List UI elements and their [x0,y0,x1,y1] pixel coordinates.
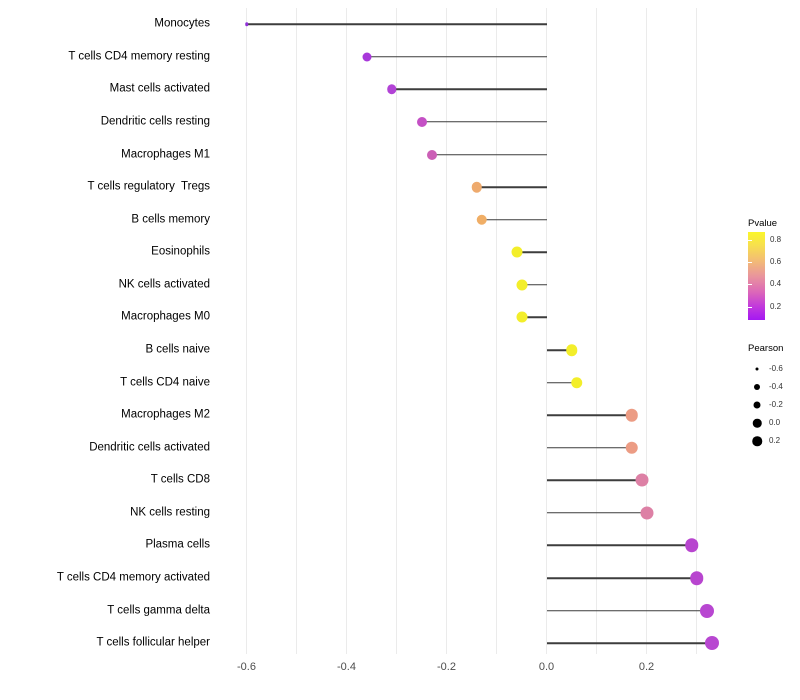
gridline [396,8,397,654]
category-label: B cells memory [131,212,210,225]
category-label: T cells regulatory Tregs [87,180,210,193]
lollipop-dot [640,506,653,520]
colorbar-tick [748,306,752,308]
lollipop-dot [511,246,522,258]
category-label: T cells CD4 naive [120,375,210,388]
lollipop-stem [421,121,547,123]
gridline [596,8,597,654]
pvalue-legend-title: Pvalue [748,218,778,229]
x-tick-label: 0.0 [538,661,555,673]
category-label: Mast cells activated [109,82,210,95]
lollipop-dot [699,603,714,618]
lollipop-dot [516,279,527,291]
gridline [346,8,347,654]
gridline [496,8,497,654]
pearson-legend-dot [754,384,760,390]
lollipop-stem [546,479,642,482]
pearson-legend-dot [755,367,759,371]
lollipop-stem [546,609,707,612]
colorbar-tick [748,262,752,264]
lollipop-stem [481,218,547,221]
lollipop-dot [471,181,482,193]
pearson-legend-label: -0.6 [769,364,783,373]
category-label: B cells naive [145,343,210,356]
gridline [246,8,247,654]
lollipop-stem [546,544,692,547]
lollipop-stem [521,316,547,319]
lollipop-stem [546,512,647,514]
category-label: T cells CD8 [150,473,210,486]
x-tick-label: -0.2 [437,661,456,673]
lollipop-dot [516,311,527,323]
gridline [696,8,697,654]
lollipop-stem [366,56,547,58]
lollipop-stem [246,23,547,25]
gridline [296,8,297,654]
category-label: Monocytes [154,17,210,30]
lollipop-stem [546,414,632,416]
lollipop-stem [516,251,547,253]
colorbar-tick-label: 0.6 [770,257,782,267]
lollipop-dot [684,538,699,553]
gridline [446,8,447,654]
lollipop-dot [244,22,249,26]
pearson-legend-dot [752,418,762,428]
pvalue-colorbar [748,232,765,320]
category-label: T cells gamma delta [107,603,210,616]
x-tick-label: -0.6 [237,661,256,673]
lollipop-dot [570,376,583,389]
lollipop-stem [546,577,697,579]
colorbar-tick [748,239,752,241]
lollipop-stem [431,153,547,156]
pearson-legend-label: -0.2 [769,400,783,409]
lollipop-dot [476,214,487,225]
pearson-legend-dot [752,436,762,446]
lollipop-stem [546,381,577,384]
category-label: Macrophages M1 [121,147,210,160]
gridline [646,8,647,654]
lollipop-dot [386,84,397,95]
x-tick-label: -0.4 [337,661,356,673]
colorbar-tick-label: 0.4 [770,279,782,289]
pearson-legend-label: -0.4 [769,382,783,391]
category-label: T cells follicular helper [96,636,210,649]
pearson-legend-label: 0.0 [769,418,781,427]
colorbar-tick-label: 0.2 [770,301,782,311]
lollipop-stem [521,284,547,286]
lollipop-stem [476,186,547,188]
category-label: Eosinophils [151,245,210,258]
category-label: NK cells resting [130,506,210,519]
pearson-legend-dot [753,401,761,409]
gridline [546,8,547,654]
lollipop-dot [625,441,638,454]
x-tick-label: 0.2 [638,661,655,673]
category-label: T cells CD4 memory resting [68,50,210,63]
lollipop-dot [565,344,578,356]
category-label: Macrophages M2 [121,408,210,421]
category-label: Dendritic cells activated [89,440,210,453]
lollipop-dot [689,571,704,585]
pearson-legend-label: 0.2 [769,436,781,445]
lollipop-stem [546,642,712,644]
colorbar-tick-label: 0.8 [770,234,782,244]
category-label: Dendritic cells resting [100,115,210,128]
category-label: Macrophages M0 [121,310,210,323]
category-label: Plasma cells [145,538,210,551]
lollipop-dot [635,473,648,487]
lollipop-dot [704,636,719,651]
lollipop-stem [391,88,547,91]
lollipop-dot [362,52,371,62]
pearson-legend-title: Pearson [748,343,784,354]
lollipop-dot [625,408,638,422]
category-label: T cells CD4 memory activated [56,571,210,584]
lollipop-stem [546,446,632,449]
lollipop-dot [426,149,437,160]
lollipop-stem [546,349,572,351]
colorbar-tick [748,284,752,286]
lollipop-dot [416,116,427,127]
category-label: NK cells activated [118,278,210,291]
